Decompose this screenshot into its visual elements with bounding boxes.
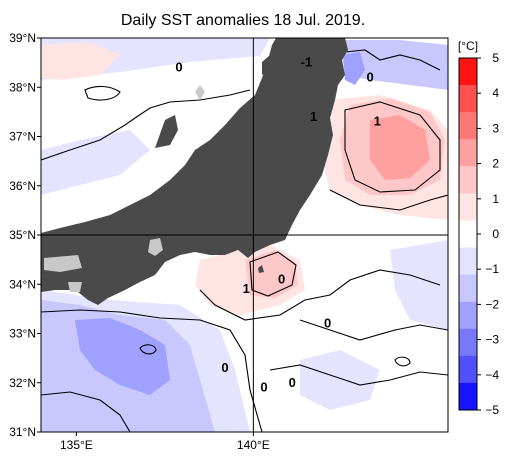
map-area: 0 -1 0 1 1 1 0 0 0 0 0 — [41, 38, 448, 432]
honshu-landmass — [41, 38, 348, 305]
colorbar-swatch — [459, 355, 477, 384]
cool-faint-patch-south — [300, 350, 380, 410]
contour-one-east — [344, 101, 441, 193]
contour-label: 1 — [310, 109, 317, 124]
colorbar-tick-label: −1 — [485, 262, 499, 276]
colorbar-swatch — [459, 382, 477, 411]
noto-peninsula — [155, 115, 178, 148]
contour-label: 1 — [243, 281, 250, 296]
lat-tick-label: 36°N — [9, 179, 36, 193]
lon-tick-label: 135°E — [60, 438, 93, 452]
contour-label: 0 — [221, 360, 228, 375]
lakes — [44, 85, 205, 292]
colorbar-tick-label: 1 — [492, 192, 499, 206]
lat-tick-label: 39°N — [9, 31, 36, 45]
longitude-ticks: 135°E 140°E — [60, 432, 270, 452]
colorbar-tick-label: 4 — [492, 86, 499, 100]
warm-faint-patch-sea-of-japan — [41, 42, 120, 80]
colorbar-ticks: 5 4 3 2 1 0 −1 −2 −3 −4 −5 — [477, 51, 499, 417]
cool-strong-patch-sanriku — [343, 52, 365, 85]
graticule — [41, 38, 448, 432]
contour-minus-one-southwest — [41, 391, 131, 432]
cool-strong-patch-southwest — [75, 318, 170, 395]
colorbar-tick-label: −3 — [485, 333, 499, 347]
contour-one-kanto — [249, 251, 297, 297]
colorbar-swatch — [459, 301, 477, 330]
lat-tick-label: 33°N — [9, 327, 36, 341]
warm-strong-patch-east — [370, 115, 430, 180]
map-title: Daily SST anomalies 18 Jul. 2019. — [121, 12, 365, 29]
colorbar-tick-label: −2 — [485, 297, 499, 311]
cool-faint-patch-west — [41, 130, 150, 195]
lon-tick-label: 140°E — [237, 438, 270, 452]
izu-islands-small — [258, 265, 264, 273]
colorbar-tick-label: 2 — [492, 157, 499, 171]
contour-label: 0 — [289, 375, 296, 390]
latitude-ticks: 39°N 38°N 37°N 36°N 35°N 34°N 33°N 32°N 31°N — [9, 31, 41, 439]
lat-tick-label: 32°N — [9, 376, 36, 390]
contour-zero-south — [41, 309, 263, 432]
contour-zero-far-south — [269, 364, 448, 386]
colorbar-tick-label: 5 — [492, 51, 499, 65]
colorbar-swatch — [459, 328, 477, 357]
colorbar-swatch — [459, 139, 477, 167]
contour-zero-sea-of-japan — [41, 89, 251, 161]
lat-tick-label: 35°N — [9, 228, 36, 242]
lat-tick-label: 34°N — [9, 277, 36, 291]
lake-west-1 — [44, 255, 82, 272]
shikoku-awaji — [41, 276, 75, 292]
contour-label: -1 — [301, 55, 313, 70]
contour-zero-southeast — [299, 319, 448, 341]
lat-tick-label: 31°N — [9, 425, 36, 439]
contour-label: 0 — [260, 380, 267, 395]
cool-patch-northeast — [340, 40, 448, 90]
contour-label: 0 — [367, 69, 374, 84]
lake-biwa — [148, 238, 163, 256]
contour-small-ring-2 — [394, 356, 411, 367]
contour-zero-east — [329, 189, 448, 211]
contour-label: 1 — [374, 114, 381, 129]
land — [41, 38, 348, 305]
colorbar-tick-label: −5 — [485, 403, 499, 417]
contour-labels: 0 -1 0 1 1 1 0 0 0 0 0 — [175, 55, 380, 395]
colorbar: [°C] 5 4 3 2 1 0 −1 −2 −3 −4 −5 — [458, 39, 499, 417]
colorbar-tick-label: 3 — [492, 121, 499, 135]
contour-label: 0 — [324, 316, 331, 331]
colorbar-unit-label: [°C] — [458, 39, 478, 53]
contour-minus-one-sanriku — [344, 49, 441, 71]
colorbar-swatch — [459, 247, 477, 276]
colorbar-swatch — [459, 85, 477, 113]
lake-west-2 — [68, 282, 82, 292]
colorbar-swatches — [459, 58, 477, 411]
colorbar-swatch — [459, 274, 477, 303]
contour-label: 0 — [175, 60, 182, 75]
lake-north — [195, 85, 205, 100]
cool-faint-patch-east — [390, 240, 448, 330]
colorbar-swatch — [459, 166, 477, 194]
lat-tick-label: 37°N — [9, 130, 36, 144]
contour-label: 0 — [278, 271, 285, 286]
contour-lines — [41, 49, 448, 432]
colorbar-tick-label: −4 — [485, 368, 499, 382]
colorbar-tick-label: 0 — [492, 227, 499, 241]
contour-zero-north — [84, 85, 121, 101]
contour-zero-mid — [199, 269, 441, 321]
colorbar-swatch — [459, 193, 477, 221]
lat-tick-label: 38°N — [9, 80, 36, 94]
contour-small-ring-1 — [139, 344, 157, 355]
colorbar-swatch — [459, 220, 477, 249]
colorbar-swatch — [459, 58, 477, 86]
warm-patch-kanto — [245, 250, 298, 298]
sado-island — [262, 55, 270, 75]
colorbar-swatch — [459, 112, 477, 140]
